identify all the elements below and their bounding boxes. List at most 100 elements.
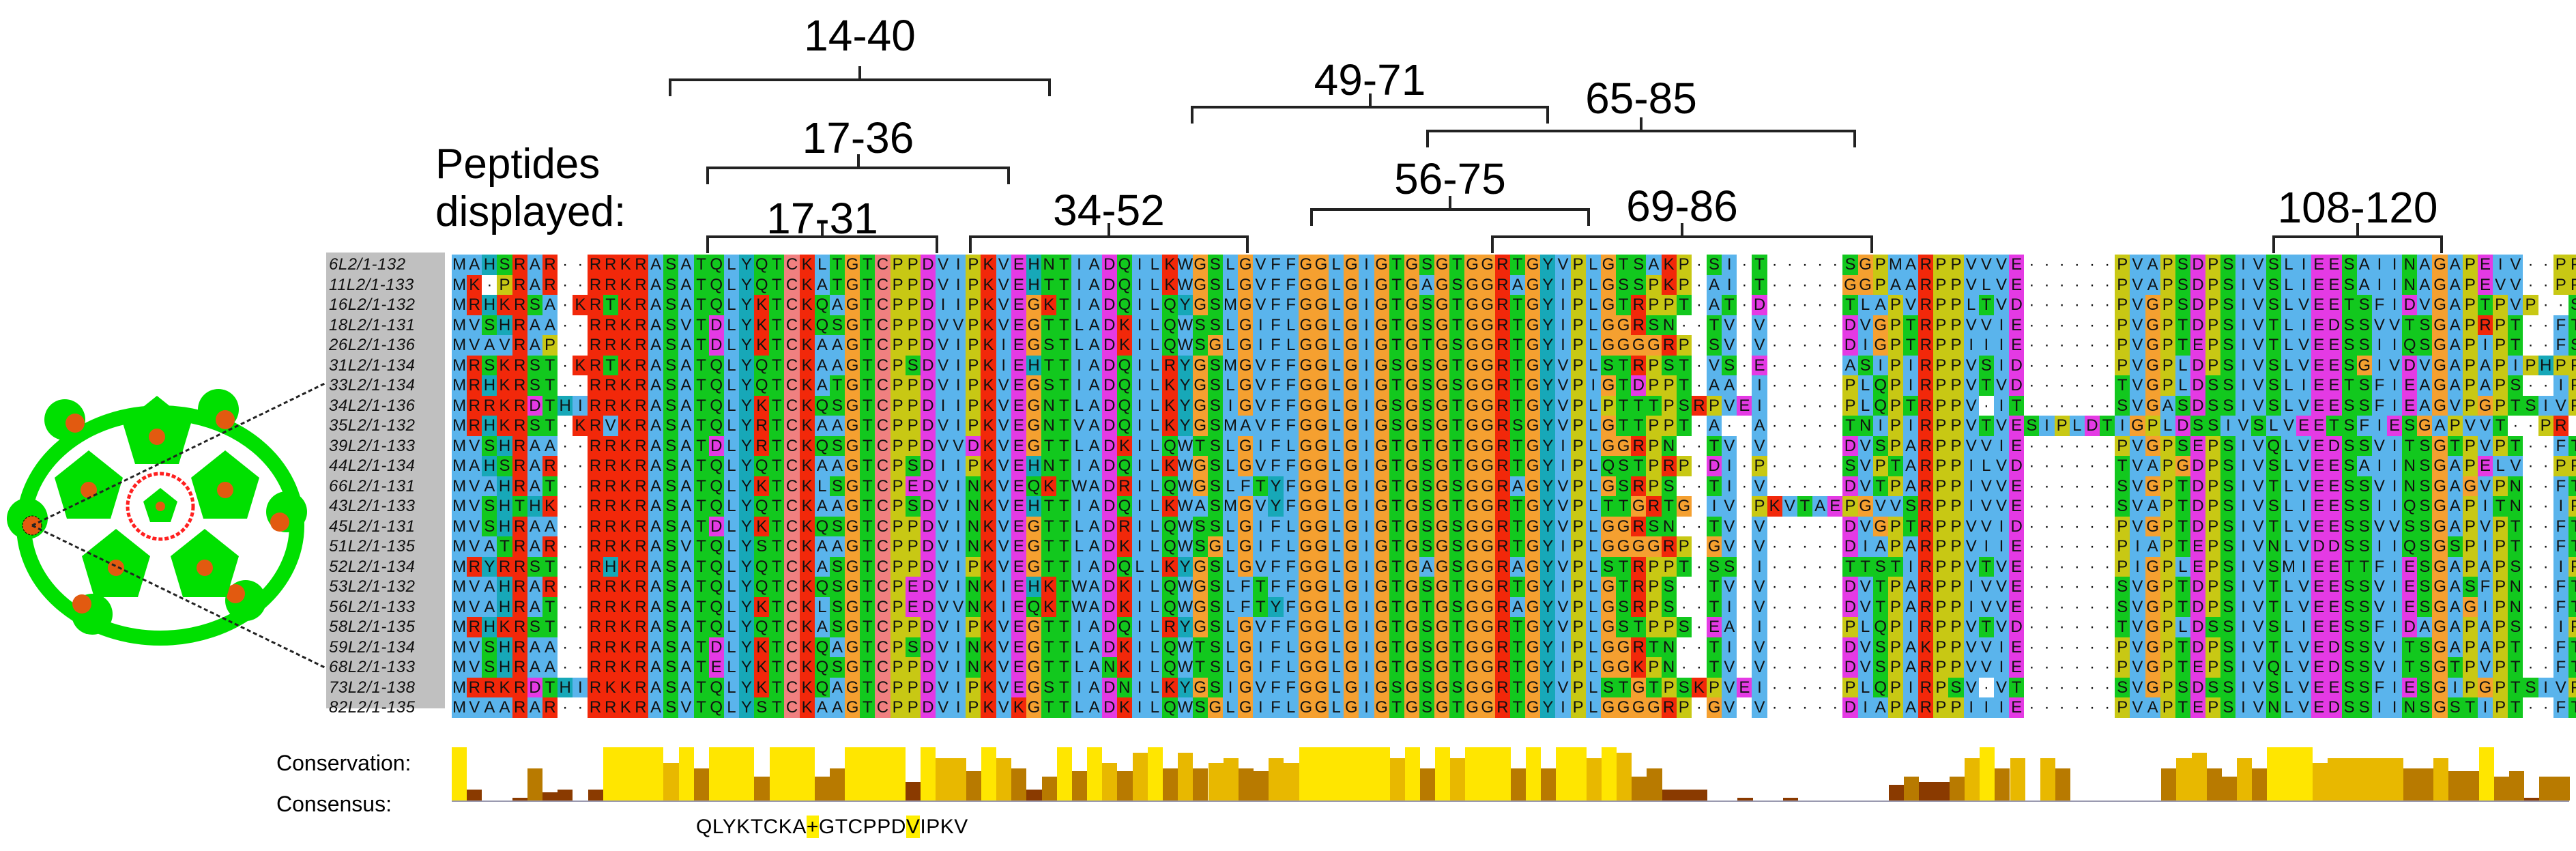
conservation-bar bbox=[2312, 763, 2328, 800]
sequence-name: 35L2/1-132 bbox=[329, 416, 416, 435]
conservation-bar bbox=[754, 776, 770, 800]
conservation-bar bbox=[2206, 768, 2222, 800]
conservation-bar bbox=[1632, 776, 1647, 800]
conservation-bar bbox=[2282, 747, 2298, 800]
conservation-bar bbox=[1299, 747, 1314, 800]
sequence-name: 44L2/1-134 bbox=[329, 457, 416, 475]
conservation-bar bbox=[1193, 768, 1209, 800]
conservation-bar bbox=[1934, 781, 1950, 800]
conservation-bar bbox=[648, 747, 664, 800]
conservation-bar bbox=[2388, 758, 2403, 800]
alignment-row: M V A H R A T · · R R K R A S A T Q L Y K T C K L S G T C P E D V V N K I E Q K… bbox=[452, 596, 2576, 617]
conservation-bar bbox=[1601, 747, 1617, 800]
conservation-bar bbox=[2191, 752, 2207, 800]
conservation-bar bbox=[512, 798, 527, 800]
conservation-bar bbox=[1254, 771, 1269, 800]
sequence-name: 11L2/1-133 bbox=[329, 275, 414, 294]
conservation-bar bbox=[1056, 747, 1072, 800]
conservation-bar bbox=[2343, 758, 2358, 800]
conservation-bar bbox=[678, 747, 694, 800]
conservation-bar bbox=[1359, 747, 1375, 800]
conservation-bar bbox=[1737, 798, 1753, 800]
alignment-row: M V A A R A R · · R R K R A S V T Q L Y S T C K A A G T C P P D V I P K V K G T… bbox=[452, 697, 2576, 718]
peptide-bracket bbox=[2272, 223, 2443, 253]
conservation-bar bbox=[890, 747, 906, 800]
conservation-bar bbox=[2539, 776, 2555, 800]
conservation-bar bbox=[2524, 798, 2540, 800]
conservation-bar bbox=[1949, 776, 1965, 800]
peptide-bracket bbox=[669, 66, 1051, 96]
conservation-bar bbox=[724, 747, 740, 800]
conservation-bar bbox=[2554, 776, 2570, 800]
conservation-bar bbox=[452, 747, 467, 800]
conservation-bar bbox=[1435, 747, 1451, 800]
sequence-name: 31L2/1-134 bbox=[329, 356, 416, 375]
peptide-label: 49-71 bbox=[1314, 55, 1426, 104]
peptide-bracket bbox=[706, 223, 938, 253]
sequence-name-panel bbox=[326, 253, 445, 708]
conservation-bar bbox=[1904, 776, 1920, 800]
conservation-bar bbox=[1782, 798, 1799, 800]
consensus-label: Consensus: bbox=[276, 792, 392, 816]
sequence-name: 34L2/1-136 bbox=[329, 396, 416, 415]
conservation-bar bbox=[1389, 758, 1405, 800]
conservation-bar bbox=[1102, 763, 1118, 800]
conservation-bar bbox=[1571, 747, 1587, 800]
sequence-name: 18L2/1-131 bbox=[329, 315, 416, 334]
peptide-bracket bbox=[1426, 117, 1856, 147]
conservation-bar bbox=[921, 747, 936, 800]
sequence-name: 6L2/1-132 bbox=[329, 255, 406, 274]
alignment-row: M R H K R S T · · R R K R A S A T Q L Y Q T C K A S G T C P P D V I P K V E G T… bbox=[452, 617, 2576, 637]
conservation-bar bbox=[1178, 752, 1193, 800]
conservation-bar bbox=[1208, 763, 1224, 800]
conservation-bar bbox=[2040, 758, 2055, 800]
conservation-bar bbox=[1980, 747, 1995, 800]
sequence-name: 66L2/1-131 bbox=[329, 476, 416, 495]
conservation-bar bbox=[830, 768, 845, 800]
dna-genome-icon bbox=[126, 472, 195, 541]
conservation-bar bbox=[2252, 768, 2268, 800]
conservation-bar bbox=[2010, 758, 2025, 800]
conservation-bar bbox=[2373, 758, 2388, 800]
conservation-bar bbox=[1269, 758, 1284, 800]
conservation-bar bbox=[1404, 747, 1420, 800]
peptide-label: 108-120 bbox=[2277, 183, 2438, 232]
sequence-name: 51L2/1-135 bbox=[329, 537, 416, 556]
peptide-label: 69-86 bbox=[1626, 182, 1738, 231]
sequence-name: 58L2/1-135 bbox=[329, 618, 416, 636]
conservation-bar bbox=[996, 758, 1012, 800]
conservation-bar bbox=[588, 790, 603, 800]
conservation-bar bbox=[1465, 747, 1481, 800]
conservation-bar bbox=[966, 771, 981, 800]
conservation-bar bbox=[1617, 752, 1632, 800]
peptide-label: 14-40 bbox=[804, 11, 916, 60]
conservation-track bbox=[452, 746, 2570, 802]
conservation-bar bbox=[815, 776, 830, 800]
peptide-bracket bbox=[706, 154, 1010, 184]
conservation-bar bbox=[1541, 768, 1557, 800]
sequence-name: 82L2/1-135 bbox=[329, 698, 416, 717]
alignment-row: M R S K R S T · K R T K R A S A T Q L Y Q T C K A A G T C P S D V I P K I E H T… bbox=[452, 355, 2576, 375]
alignment-row: M R H K R S A · K R T K R A S A T Q L Y K T C K Q A G T C P P D I I P K V E G K… bbox=[452, 295, 2576, 315]
conservation-bar bbox=[739, 747, 755, 800]
conservation-bar bbox=[1284, 763, 1299, 800]
conservation-bar bbox=[603, 747, 618, 800]
conservation-bar bbox=[2221, 776, 2238, 800]
conservation-bar bbox=[845, 747, 860, 800]
sequence-name: 33L2/1-134 bbox=[329, 376, 416, 394]
conservation-bar bbox=[1556, 747, 1572, 800]
conservation-bar bbox=[906, 781, 921, 800]
peptides-displayed-title: Peptides displayed: bbox=[435, 141, 626, 235]
sequence-name: 52L2/1-134 bbox=[329, 557, 416, 576]
conservation-bar bbox=[1162, 768, 1178, 800]
conservation-bar bbox=[1011, 768, 1027, 800]
alignment-row: M A H S R A R · · R R K R A S A T Q L Y Q T C K L T G T C P P D V I P K V E H N… bbox=[452, 255, 2576, 275]
conservation-bar bbox=[693, 768, 709, 800]
conservation-bar bbox=[708, 747, 725, 800]
conservation-bar bbox=[558, 790, 573, 800]
conservation-bar bbox=[1419, 768, 1436, 800]
alignment-row: M V S H T H K · · R R K R A S A T Q L Y Q T C K A A G T C P S D V I N K V E H T… bbox=[452, 496, 2576, 517]
alignment-row: M R Y R R S T · · R H K R A S A T Q L Y Q T C K A S G T C P P D V I P K V E G T… bbox=[452, 556, 2576, 577]
